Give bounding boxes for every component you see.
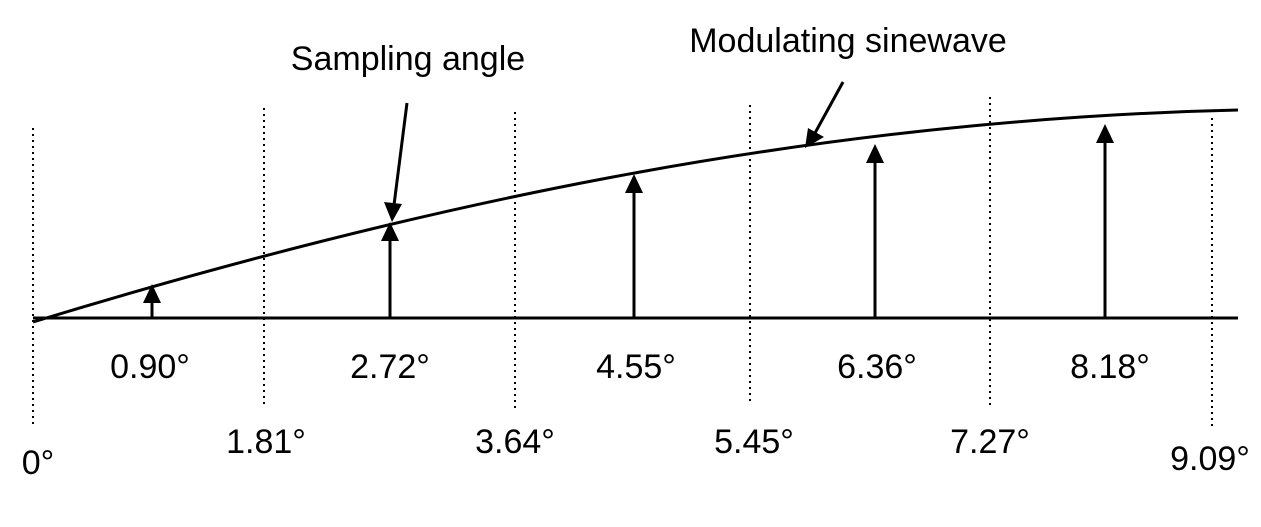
boundary-label: 7.27°: [950, 423, 1030, 461]
sinewave: [32, 108, 1239, 324]
arrow-head: [625, 174, 643, 193]
pointer-head: [384, 202, 402, 222]
boundary-label: 3.64°: [475, 423, 555, 461]
sample-label: 2.72°: [350, 348, 430, 386]
sample-arrows: [143, 124, 1114, 318]
arrow-head: [381, 222, 399, 241]
arrow-head: [143, 284, 161, 303]
pointer: [813, 81, 845, 134]
annotation: Sampling angle: [291, 40, 525, 78]
annotation: Modulating sinewave: [689, 22, 1007, 60]
arrow-head: [1096, 124, 1114, 143]
sample-label: 6.36°: [837, 348, 917, 386]
pointer: [392, 102, 409, 206]
sample-label: 8.18°: [1070, 348, 1150, 386]
sample-label: 4.55°: [596, 348, 676, 386]
sample-label: 0.90°: [110, 348, 190, 386]
arrow-head: [866, 144, 884, 163]
boundary-label: 9.09°: [1170, 440, 1250, 478]
boundary-label: 1.81°: [226, 423, 306, 461]
boundary-label: 5.45°: [714, 423, 794, 461]
pointer-head: [805, 128, 824, 148]
boundary-label: 0°: [22, 444, 55, 482]
